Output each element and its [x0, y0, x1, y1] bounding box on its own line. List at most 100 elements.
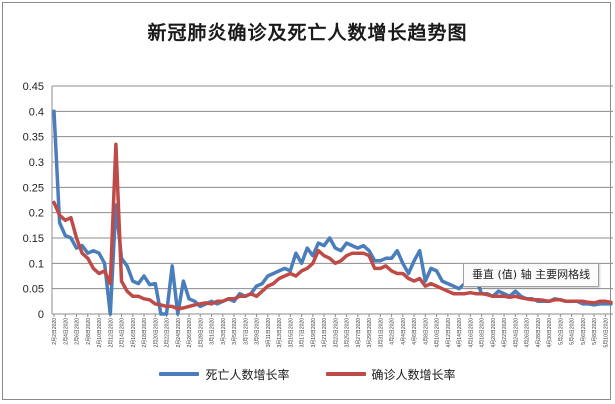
data-point: [278, 277, 280, 280]
data-point: [261, 282, 264, 285]
x-tick-label: 2月28日2020: [198, 318, 204, 348]
data-point: [300, 270, 303, 272]
data-point: [267, 285, 269, 287]
y-tick-label: 0.4: [29, 106, 44, 118]
data-point: [537, 299, 539, 301]
data-point: [486, 293, 489, 296]
data-point: [525, 298, 528, 300]
data-point: [373, 267, 376, 270]
data-point: [233, 300, 235, 303]
data-point: [261, 290, 264, 293]
x-tick-label: 4月30日2020: [547, 318, 553, 348]
data-point: [441, 287, 444, 290]
x-tick-label: 3月11日2020: [266, 318, 272, 347]
data-point: [396, 272, 399, 275]
x-tick-label: 5月6日2020: [581, 318, 587, 345]
legend[interactable]: 死亡人数增长率 确诊人数增长率: [0, 364, 615, 384]
data-point: [312, 254, 314, 257]
data-point: [435, 270, 438, 272]
data-point: [362, 244, 365, 247]
series-line-1[interactable]: [52, 142, 613, 311]
data-point: [379, 260, 382, 262]
y-tick-label: 0.05: [23, 284, 44, 296]
x-tick-label: 3月31日2020: [378, 318, 384, 348]
x-tick-label: 4月10日2020: [435, 318, 441, 348]
data-point: [396, 249, 399, 252]
data-point: [205, 302, 207, 304]
data-point: [345, 254, 348, 257]
data-point: [475, 292, 477, 295]
data-point: [582, 300, 584, 303]
data-point: [323, 244, 325, 247]
x-tick-label: 4月18日2020: [480, 318, 486, 348]
data-point: [542, 299, 545, 302]
data-point: [582, 303, 584, 305]
legend-item-death-rate[interactable]: 死亡人数增长率: [159, 366, 290, 383]
series-line-0[interactable]: [52, 109, 613, 316]
data-point: [177, 313, 179, 315]
data-point: [508, 296, 511, 299]
data-point: [357, 252, 359, 254]
axes: [51, 86, 613, 315]
data-point: [497, 290, 500, 293]
data-point: [357, 247, 359, 249]
y-tick-label: 0: [38, 309, 44, 321]
data-point: [227, 298, 230, 300]
x-tick-label: 4月4日2020: [401, 318, 407, 345]
data-point: [514, 295, 517, 298]
data-point: [126, 265, 128, 267]
data-point: [103, 262, 106, 265]
x-tick-label: 2月18日2020: [142, 318, 148, 348]
data-point: [447, 282, 449, 285]
data-point: [222, 300, 224, 303]
x-tick-label: 4月26日2020: [525, 318, 531, 348]
data-point: [503, 295, 505, 298]
data-point: [165, 305, 168, 308]
data-point: [132, 295, 134, 298]
data-point: [531, 299, 533, 301]
data-point: [250, 292, 252, 295]
data-point: [548, 300, 550, 303]
x-tick-label: 5月4日2020: [570, 318, 576, 345]
x-tick-label: 2月20日2020: [153, 318, 159, 348]
data-point: [598, 303, 601, 305]
data-point: [418, 249, 421, 252]
data-point: [610, 301, 612, 304]
data-point: [312, 262, 314, 265]
x-tick-label: 3月5日2020: [232, 318, 238, 345]
data-point: [272, 272, 275, 275]
legend-item-confirmed-rate[interactable]: 确诊人数增长率: [325, 366, 456, 383]
data-point: [87, 257, 89, 260]
data-point: [559, 299, 562, 301]
x-tick-label: 4月22日2020: [502, 318, 508, 348]
x-tick-label: 2月16日2020: [131, 318, 137, 348]
data-point: [210, 300, 213, 303]
data-point: [390, 270, 393, 272]
data-point: [75, 237, 78, 239]
legend-label-confirmed-rate: 确诊人数增长率: [371, 367, 456, 382]
y-tick-label: 0.45: [23, 81, 44, 93]
data-point: [373, 260, 376, 262]
data-point: [295, 252, 297, 254]
data-point: [300, 262, 303, 265]
x-tick-label: 3月9日2020: [255, 318, 261, 345]
x-tick-label: 5月8日2020: [592, 318, 598, 345]
data-point: [340, 260, 342, 262]
x-tick-label: 3月17日2020: [300, 318, 306, 348]
y-axis-ticks: 0 0.05 0.1 0.15 0.2 0.25 0.3 0.35 0.4 0.45: [23, 81, 44, 321]
data-point: [70, 237, 72, 239]
data-point: [402, 262, 404, 265]
data-point: [469, 291, 472, 294]
data-point: [283, 267, 286, 270]
data-point: [267, 275, 269, 277]
data-point: [103, 270, 106, 272]
y-tick-label: 0.25: [23, 182, 44, 194]
data-point: [92, 249, 95, 252]
data-point: [306, 267, 309, 270]
data-point: [137, 282, 140, 285]
data-point: [295, 275, 297, 277]
data-point: [160, 304, 162, 306]
data-point: [109, 282, 112, 285]
data-point: [238, 292, 241, 295]
